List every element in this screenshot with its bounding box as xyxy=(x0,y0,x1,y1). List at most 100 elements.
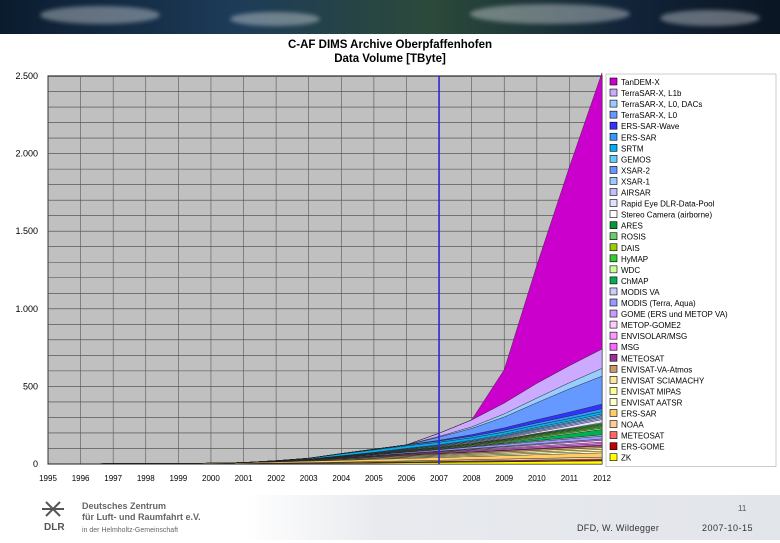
x-tick-label: 2006 xyxy=(398,474,416,483)
y-tick-label: 1.000 xyxy=(15,304,38,314)
x-tick-label: 2012 xyxy=(593,474,611,483)
slide-title-line1: C-AF DIMS Archive Oberpfaffenhofen xyxy=(287,39,493,51)
legend-swatch xyxy=(609,398,618,406)
header-earth-banner xyxy=(0,0,780,34)
legend-swatch xyxy=(609,309,618,318)
legend-swatch xyxy=(609,254,618,263)
legend-label: ENVISAT AATSR xyxy=(621,398,683,407)
legend-swatch xyxy=(609,364,618,373)
footer-author: DFD, W. Wildegger xyxy=(577,523,660,533)
logo-text: DLR xyxy=(44,522,65,533)
legend-swatch xyxy=(609,442,618,450)
legend-swatch xyxy=(609,409,618,417)
legend-swatch xyxy=(609,420,618,428)
legend-swatch xyxy=(609,387,618,395)
legend-swatch xyxy=(609,121,618,130)
x-tick-label: 2008 xyxy=(463,474,481,483)
legend-swatch xyxy=(609,210,618,218)
legend-swatch xyxy=(609,199,618,207)
legend-label: Rapid Eye DLR-Data-Pool xyxy=(621,200,715,209)
legend-label: METOP-GOME2 xyxy=(621,321,681,330)
legend-label: GOME (ERS und METOP VA) xyxy=(621,310,728,319)
legend-swatch xyxy=(609,276,618,285)
legend-label: GEMOS xyxy=(621,155,651,164)
legend-label: WDC xyxy=(621,266,640,275)
y-tick-label: 2.000 xyxy=(15,149,38,159)
legend-swatch xyxy=(609,320,618,329)
x-tick-label: 1995 xyxy=(39,474,57,483)
org-line1: Deutsches Zentrum xyxy=(82,501,166,511)
x-tick-label: 2010 xyxy=(528,474,546,483)
legend-label: ChMAP xyxy=(621,277,649,286)
footer-strip xyxy=(245,495,780,540)
x-tick-label: 1999 xyxy=(169,474,187,483)
legend-label: TerraSAR-X, L0 xyxy=(621,111,678,120)
y-tick-label: 2.500 xyxy=(15,71,38,81)
legend-swatch xyxy=(609,155,618,163)
legend-label: Stereo Camera (airborne) xyxy=(621,211,712,220)
x-tick-label: 1997 xyxy=(104,474,122,483)
x-tick-label: 2003 xyxy=(300,474,318,483)
legend-label: ZK xyxy=(621,454,632,463)
legend-swatch xyxy=(609,232,618,240)
y-tick-label: 500 xyxy=(23,381,38,391)
legend-swatch xyxy=(609,243,618,252)
org-line3: in der Helmholtz-Gemeinschaft xyxy=(82,527,178,534)
legend-swatch xyxy=(609,132,618,141)
legend-swatch xyxy=(609,177,618,185)
legend-label: ENVISOLAR/MSG xyxy=(621,332,687,341)
legend-label: HyMAP xyxy=(621,255,648,264)
legend-swatch xyxy=(609,453,618,462)
x-tick-label: 1996 xyxy=(72,474,90,483)
legend-label: METEOSAT xyxy=(621,354,665,363)
legend-label: ENVISAT MIPAS xyxy=(621,387,681,396)
x-tick-label: 2005 xyxy=(365,474,383,483)
area-chart: 0 500 1.000 1.500 2.000 2.500 1995 1996 1997 1998… xyxy=(15,71,777,483)
legend-swatch xyxy=(609,221,618,229)
legend-label: MODIS VA xyxy=(621,288,660,297)
legend-label: DAIS xyxy=(621,244,640,253)
legend-label: ARES xyxy=(621,222,643,231)
area-series xyxy=(47,72,603,465)
legend-label: MODIS (Terra, Aqua) xyxy=(621,299,696,308)
legend-swatch xyxy=(609,298,618,307)
legend-label: TerraSAR-X, L0, DACs xyxy=(621,100,702,109)
dlr-logo: DLR Deutsches Zentrum für Luft- und Raum… xyxy=(40,498,240,538)
chart-container: 0 500 1.000 1.500 2.000 2.500 1995 1996 1997 1998… xyxy=(0,66,780,496)
x-tick-label: 1998 xyxy=(137,474,155,483)
footer-date: 2007-10-15 xyxy=(702,523,754,533)
legend-swatch xyxy=(609,88,618,97)
legend-swatch xyxy=(609,188,618,196)
x-tick-label: 2011 xyxy=(561,474,579,483)
legend-swatch xyxy=(609,376,618,384)
legend-label: METEOSAT xyxy=(621,432,665,441)
legend-swatch xyxy=(609,110,618,119)
legend-label: TanDEM-X xyxy=(621,78,660,87)
x-tick-label: 2000 xyxy=(202,474,220,483)
legend-label: ROSIS xyxy=(621,233,646,242)
legend-swatch xyxy=(609,331,618,340)
legend-swatch xyxy=(609,144,618,152)
legend-label: ERS-SAR-Wave xyxy=(621,122,680,131)
x-tick-label: 2009 xyxy=(495,474,513,483)
legend-swatch xyxy=(609,342,618,351)
dlr-logo-mark: DLR Deutsches Zentrum für Luft- und Raum… xyxy=(42,501,201,534)
org-line2: für Luft- und Raumfahrt e.V. xyxy=(82,512,201,522)
legend-label: ENVISAT SCIAMACHY xyxy=(621,376,705,385)
legend-swatch xyxy=(609,99,618,108)
legend-label: MSG xyxy=(621,343,639,352)
legend-box xyxy=(605,73,777,467)
x-tick-label: 2002 xyxy=(267,474,285,483)
legend-swatch xyxy=(609,265,618,274)
legend-label: SRTM xyxy=(621,144,644,153)
legend-swatch xyxy=(609,353,618,362)
x-tick-label: 2007 xyxy=(430,474,448,483)
legend-label: TerraSAR-X, L1b xyxy=(621,89,682,98)
legend-label: NOAA xyxy=(621,421,644,430)
legend-swatch xyxy=(609,431,618,439)
legend-swatch xyxy=(609,77,618,86)
legend-label: ERS-SAR xyxy=(621,410,657,419)
legend-label: AIRSAR xyxy=(621,189,651,198)
x-tick-label: 2001 xyxy=(235,474,253,483)
slide-title-line2: Data Volume [TByte] xyxy=(334,53,446,65)
